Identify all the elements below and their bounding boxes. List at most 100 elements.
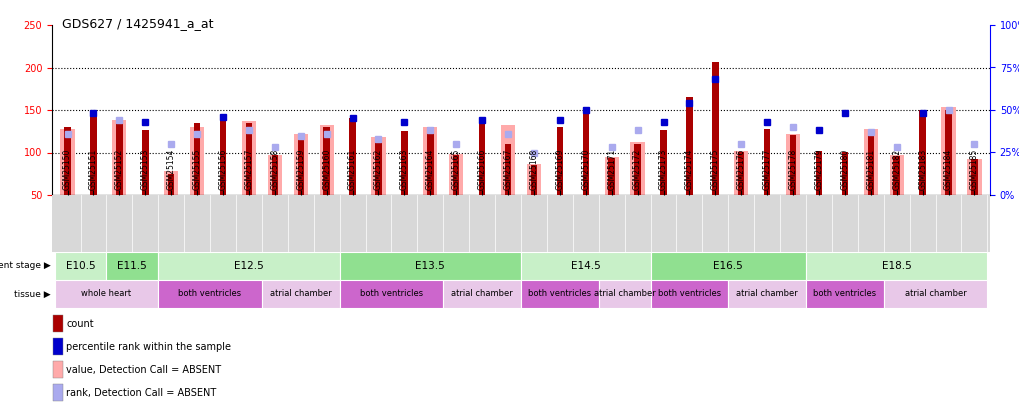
- Text: percentile rank within the sample: percentile rank within the sample: [66, 341, 231, 352]
- Bar: [219, 119, 226, 195]
- Text: atrial chamber: atrial chamber: [593, 290, 655, 298]
- Bar: [53, 361, 63, 378]
- Bar: [734, 151, 748, 195]
- Bar: [659, 130, 666, 195]
- Bar: [918, 110, 925, 195]
- Bar: [55, 252, 106, 280]
- Bar: [339, 280, 443, 308]
- Text: E16.5: E16.5: [712, 261, 743, 271]
- Bar: [242, 121, 256, 195]
- Bar: [805, 252, 986, 280]
- Bar: [479, 123, 485, 195]
- Bar: [190, 127, 204, 195]
- Bar: [348, 119, 356, 195]
- Bar: [423, 127, 437, 195]
- Bar: [604, 157, 619, 195]
- Bar: [738, 153, 744, 195]
- Bar: [427, 127, 433, 195]
- Text: atrial chamber: atrial chamber: [450, 290, 513, 298]
- Bar: [164, 171, 178, 195]
- Bar: [267, 155, 281, 195]
- Bar: [323, 127, 329, 195]
- Bar: [841, 153, 848, 195]
- Bar: [339, 252, 521, 280]
- Bar: [634, 144, 640, 195]
- Bar: [970, 159, 977, 195]
- Text: atrial chamber: atrial chamber: [904, 290, 966, 298]
- Bar: [60, 129, 74, 195]
- Text: both ventricles: both ventricles: [812, 290, 875, 298]
- Bar: [55, 280, 158, 308]
- Text: GDS627 / 1425941_a_at: GDS627 / 1425941_a_at: [62, 17, 214, 30]
- Bar: [728, 280, 805, 308]
- Bar: [293, 134, 308, 195]
- Bar: [443, 280, 521, 308]
- Bar: [893, 156, 899, 195]
- Bar: [686, 97, 692, 195]
- Bar: [158, 252, 339, 280]
- Bar: [504, 144, 511, 195]
- Bar: [262, 280, 339, 308]
- Bar: [608, 158, 614, 195]
- Text: count: count: [66, 319, 94, 328]
- Text: both ventricles: both ventricles: [528, 290, 591, 298]
- Text: E13.5: E13.5: [415, 261, 444, 271]
- Bar: [194, 123, 200, 195]
- Bar: [711, 62, 717, 195]
- Bar: [371, 137, 385, 195]
- Text: E12.5: E12.5: [233, 261, 264, 271]
- Bar: [116, 120, 122, 195]
- Bar: [789, 134, 796, 195]
- Bar: [53, 338, 63, 355]
- Text: E14.5: E14.5: [571, 261, 600, 271]
- Bar: [521, 252, 650, 280]
- Bar: [530, 165, 537, 195]
- Bar: [400, 131, 408, 195]
- Bar: [867, 130, 873, 195]
- Text: rank, Detection Call = ABSENT: rank, Detection Call = ABSENT: [66, 388, 216, 398]
- Bar: [246, 123, 252, 195]
- Bar: [90, 112, 97, 195]
- Text: both ventricles: both ventricles: [178, 290, 242, 298]
- Bar: [941, 107, 955, 195]
- Bar: [158, 280, 262, 308]
- Bar: [319, 125, 333, 195]
- Text: both ventricles: both ventricles: [360, 290, 423, 298]
- Bar: [882, 280, 986, 308]
- Bar: [630, 142, 644, 195]
- Bar: [786, 134, 800, 195]
- Bar: [650, 252, 805, 280]
- Bar: [763, 129, 769, 195]
- Bar: [448, 154, 463, 195]
- Bar: [53, 315, 63, 332]
- Text: development stage ▶: development stage ▶: [0, 262, 50, 271]
- Bar: [452, 155, 459, 195]
- Text: whole heart: whole heart: [82, 290, 131, 298]
- Bar: [298, 136, 304, 195]
- Bar: [64, 127, 70, 195]
- Bar: [805, 280, 882, 308]
- Bar: [375, 137, 381, 195]
- Bar: [106, 252, 158, 280]
- Text: atrial chamber: atrial chamber: [736, 290, 797, 298]
- Text: atrial chamber: atrial chamber: [270, 290, 331, 298]
- Text: tissue ▶: tissue ▶: [14, 290, 50, 298]
- Bar: [271, 155, 278, 195]
- Bar: [815, 151, 821, 195]
- Bar: [168, 174, 174, 195]
- Bar: [945, 110, 951, 195]
- Bar: [527, 164, 540, 195]
- Bar: [521, 280, 598, 308]
- Bar: [650, 280, 728, 308]
- Bar: [889, 155, 903, 195]
- Bar: [500, 125, 515, 195]
- Bar: [112, 120, 126, 195]
- Bar: [863, 129, 877, 195]
- Bar: [556, 127, 562, 195]
- Bar: [966, 159, 980, 195]
- Bar: [598, 280, 650, 308]
- Text: E10.5: E10.5: [65, 261, 95, 271]
- Text: both ventricles: both ventricles: [657, 290, 720, 298]
- Text: E18.5: E18.5: [881, 261, 911, 271]
- Bar: [53, 384, 63, 401]
